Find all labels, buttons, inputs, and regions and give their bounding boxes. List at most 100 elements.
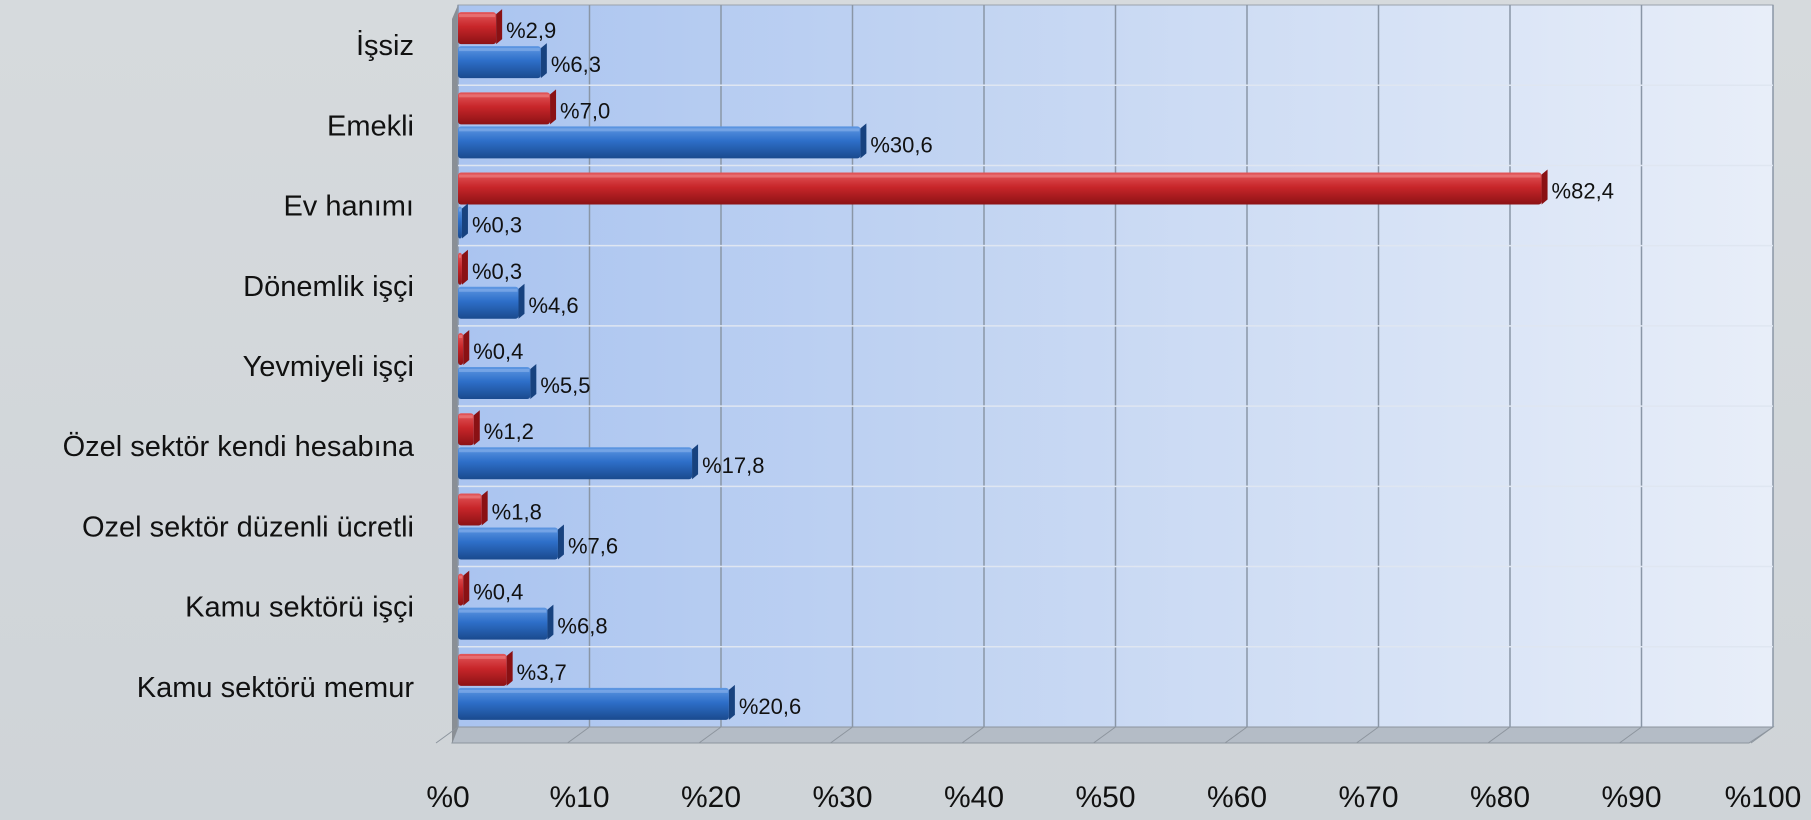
floor-gridline (1356, 726, 1379, 744)
tick-label: %40 (944, 781, 1004, 814)
data-label: %0,3 (472, 259, 522, 284)
category-label: Ev hanımı (283, 191, 414, 223)
bar-end (496, 9, 503, 45)
bar-end (550, 89, 557, 125)
bar-highlight (459, 208, 461, 212)
floor-gridline (1750, 726, 1774, 744)
category-label: Ozel sektör düzenli ücretli (82, 511, 414, 543)
bar-end (1541, 169, 1548, 205)
bar-end (461, 249, 468, 285)
bar-end (473, 410, 480, 446)
bar (458, 206, 462, 239)
bar-highlight (459, 288, 518, 292)
bar-end (461, 203, 468, 239)
tick-label: %60 (1207, 781, 1267, 814)
bar-end (692, 444, 699, 480)
bar-end (463, 330, 470, 365)
tick-label: %100 (1725, 781, 1802, 814)
bar (458, 607, 548, 640)
data-label: %4,6 (528, 293, 578, 318)
category-labels: İşsiz Emekli Ev hanımı Dönemlik işçi Yevmiye… (63, 29, 415, 704)
bar-highlight (459, 609, 547, 613)
bar-end (557, 524, 564, 560)
category-label: Yevmiyeli işçi (243, 351, 414, 383)
bar (458, 46, 541, 79)
floor-gridline (1093, 726, 1116, 744)
data-label: %7,0 (560, 98, 610, 123)
bar-highlight (459, 415, 473, 419)
bar-highlight (459, 529, 557, 533)
x-axis-ticks: %0 %10 %20 %30 %40 %50 %60 %70 %80 %90 %100 (426, 781, 1801, 814)
tick-label: %0 (426, 781, 469, 814)
plot-area (451, 4, 1775, 744)
floor-gridline (567, 726, 590, 744)
data-label: %6,3 (551, 52, 601, 77)
bar-end (547, 604, 554, 640)
floor (451, 726, 1775, 744)
bar-end (540, 43, 547, 79)
bar (458, 286, 519, 319)
data-label: %3,7 (517, 660, 567, 685)
bar-highlight (459, 495, 481, 499)
bar-highlight (459, 14, 496, 18)
gridlines (435, 5, 1774, 744)
data-label: %2,9 (506, 18, 556, 43)
bar-end (728, 684, 735, 720)
data-label: %1,2 (484, 419, 534, 444)
bar-end (860, 123, 867, 159)
bar (458, 333, 464, 365)
bar-highlight (459, 254, 461, 258)
tick-label: %20 (681, 781, 741, 814)
bar-highlight (459, 48, 540, 52)
category-label: Kamu sektörü işçi (185, 592, 414, 624)
data-label: %17,8 (702, 453, 764, 478)
bar (458, 493, 482, 526)
data-labels: %2,9%6,3%7,0%30,6%82,4%0,3%0,3%4,6%0,4%5… (472, 18, 1614, 719)
bar-end (506, 650, 513, 686)
bar-highlight (459, 655, 506, 659)
bar (458, 92, 551, 125)
bar-highlight (459, 335, 463, 338)
data-label: %5,5 (540, 373, 590, 398)
bars (458, 9, 1548, 720)
category-label: Kamu sektörü memur (137, 672, 415, 704)
bar-highlight (459, 128, 860, 132)
data-label: %0,3 (472, 213, 522, 238)
bar (458, 573, 464, 606)
bar (458, 413, 474, 446)
bar-highlight (459, 369, 530, 372)
bar-highlight (459, 174, 1541, 178)
category-label: İşsiz (356, 29, 414, 62)
bar (458, 12, 497, 45)
bar (458, 527, 558, 560)
bar-highlight (459, 94, 550, 98)
bar (458, 687, 729, 720)
tick-label: %10 (549, 781, 609, 814)
bar (458, 252, 462, 285)
tick-label: %90 (1601, 781, 1661, 814)
tick-label: %50 (1075, 781, 1135, 814)
floor-gridline (830, 726, 853, 744)
data-label: %30,6 (870, 132, 932, 157)
floor-gridline (1619, 726, 1642, 744)
bar-highlight (459, 575, 463, 579)
bar-highlight (459, 689, 728, 693)
bar-highlight (459, 449, 692, 453)
bar-end (481, 490, 488, 526)
data-label: %6,8 (557, 614, 607, 639)
bar (458, 172, 1542, 205)
floor-gridline (1487, 726, 1511, 744)
data-label: %1,8 (492, 499, 542, 524)
floor-gridline (698, 726, 722, 744)
category-label: Dönemlik işçi (243, 271, 414, 303)
tick-label: %80 (1470, 781, 1530, 814)
data-label: %82,4 (1552, 179, 1614, 204)
data-label: %7,6 (568, 533, 618, 558)
data-label: %20,6 (739, 694, 801, 719)
bar-end (530, 364, 537, 399)
floor-gridline (1224, 726, 1248, 744)
data-label: %0,4 (473, 339, 523, 364)
data-label: %0,4 (473, 580, 523, 605)
floor-gridline (961, 726, 985, 744)
